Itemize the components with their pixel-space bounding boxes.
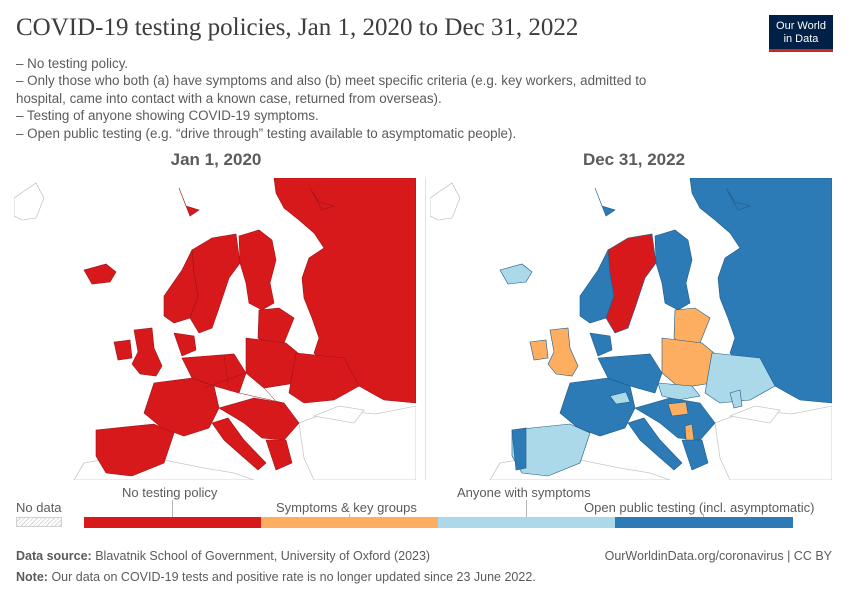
right-map-title: Dec 31, 2022 (582, 150, 686, 169)
norway-region (579, 248, 615, 324)
uk-region (547, 327, 579, 377)
subtitle-line: – Testing of anyone showing COVID-19 sym… (16, 108, 319, 124)
legend-label-symptoms-key: Symptoms & key groups (276, 500, 417, 515)
turkey-region (312, 405, 365, 424)
left-map[interactable] (14, 178, 416, 480)
finland-region (654, 229, 693, 311)
germany-region (597, 353, 663, 394)
ukraine-region (288, 352, 360, 404)
left-map-title: Jan 1, 2020 (170, 150, 262, 169)
uk-region (131, 327, 163, 377)
russia-region (273, 178, 416, 404)
legend-label-anyone-symptoms: Anyone with symptoms (457, 485, 591, 500)
legend-label-no-testing: No testing policy (122, 485, 218, 500)
note-text: Our data on COVID-19 tests and positive … (51, 570, 536, 584)
subtitle-line: – No testing policy. (16, 56, 129, 71)
novaya-zemlya-region (725, 187, 752, 211)
novaya-zemlya-region (309, 187, 336, 211)
albania-region (684, 423, 695, 441)
legend-bin-symptoms-key-groups[interactable] (261, 517, 438, 528)
subtitle-line: – Open public testing (e.g. “drive throu… (16, 125, 517, 141)
greece-region (681, 439, 709, 471)
right-map[interactable] (430, 178, 832, 480)
iberia-region (95, 423, 175, 477)
legend-bin-open-public[interactable] (615, 517, 793, 528)
hungary-region (667, 401, 689, 417)
finland-region (238, 229, 277, 311)
chart-subtitle: – No testing policy. – Only those who bo… (16, 55, 756, 142)
map-divider (425, 178, 426, 480)
sweden-region (605, 233, 657, 334)
italy-region (627, 417, 683, 471)
legend-label-open-public: Open public testing (incl. asymptomatic) (584, 500, 815, 515)
logo-line-1: Our World (776, 20, 826, 32)
source-url[interactable]: OurWorldinData.org/coronavirus | CC BY (604, 549, 832, 563)
left-map-countries (83, 178, 416, 477)
legend-tick (349, 514, 350, 517)
italy-region (211, 417, 267, 471)
svalbard-region (178, 187, 200, 217)
data-source-label: Data source: (16, 549, 92, 563)
russia-region (689, 178, 832, 404)
data-source: Data source: Blavatnik School of Governm… (16, 549, 430, 563)
greece-region (265, 439, 293, 471)
legend-tick (172, 500, 173, 517)
slovakia-region (657, 382, 701, 401)
moldova-region (729, 389, 743, 409)
subtitle-line: – Only those who both (a) have symptoms … (16, 73, 647, 89)
owid-logo[interactable]: Our World in Data (769, 15, 833, 52)
svalbard-region (594, 187, 616, 217)
note-label: Note: (16, 570, 48, 584)
balkans-region (634, 397, 716, 441)
sweden-region (189, 233, 241, 334)
iceland-region (83, 263, 117, 285)
no-data-label: No data (16, 500, 62, 515)
no-data-swatch[interactable] (16, 517, 62, 527)
ireland-region (529, 339, 549, 361)
turkey-region (728, 405, 781, 424)
data-source-text: Blavatnik School of Government, Universi… (95, 549, 431, 563)
legend-bin-anyone-symptoms[interactable] (438, 517, 615, 528)
iceland-region (499, 263, 533, 285)
subtitle-line: hospital, came into contact with a known… (16, 90, 442, 106)
right-map-countries (499, 178, 832, 477)
greenland-region (430, 182, 461, 221)
ukraine-region (704, 352, 776, 404)
legend-bin-no-testing[interactable] (84, 517, 261, 528)
norway-region (163, 248, 199, 324)
chart-title: COVID-19 testing policies, Jan 1, 2020 t… (16, 14, 579, 41)
denmark-region (173, 332, 197, 357)
balkans-region (218, 397, 300, 441)
spain-region (511, 423, 591, 477)
greenland-region (14, 182, 45, 221)
denmark-region (589, 332, 613, 357)
logo-line-2: in Data (783, 33, 819, 45)
switzerland-region (609, 391, 631, 405)
legend-tick (703, 514, 704, 517)
ireland-region (113, 339, 133, 361)
chart-note: Note: Our data on COVID-19 tests and pos… (16, 570, 536, 584)
legend-tick (526, 500, 527, 517)
portugal-region (511, 427, 527, 471)
